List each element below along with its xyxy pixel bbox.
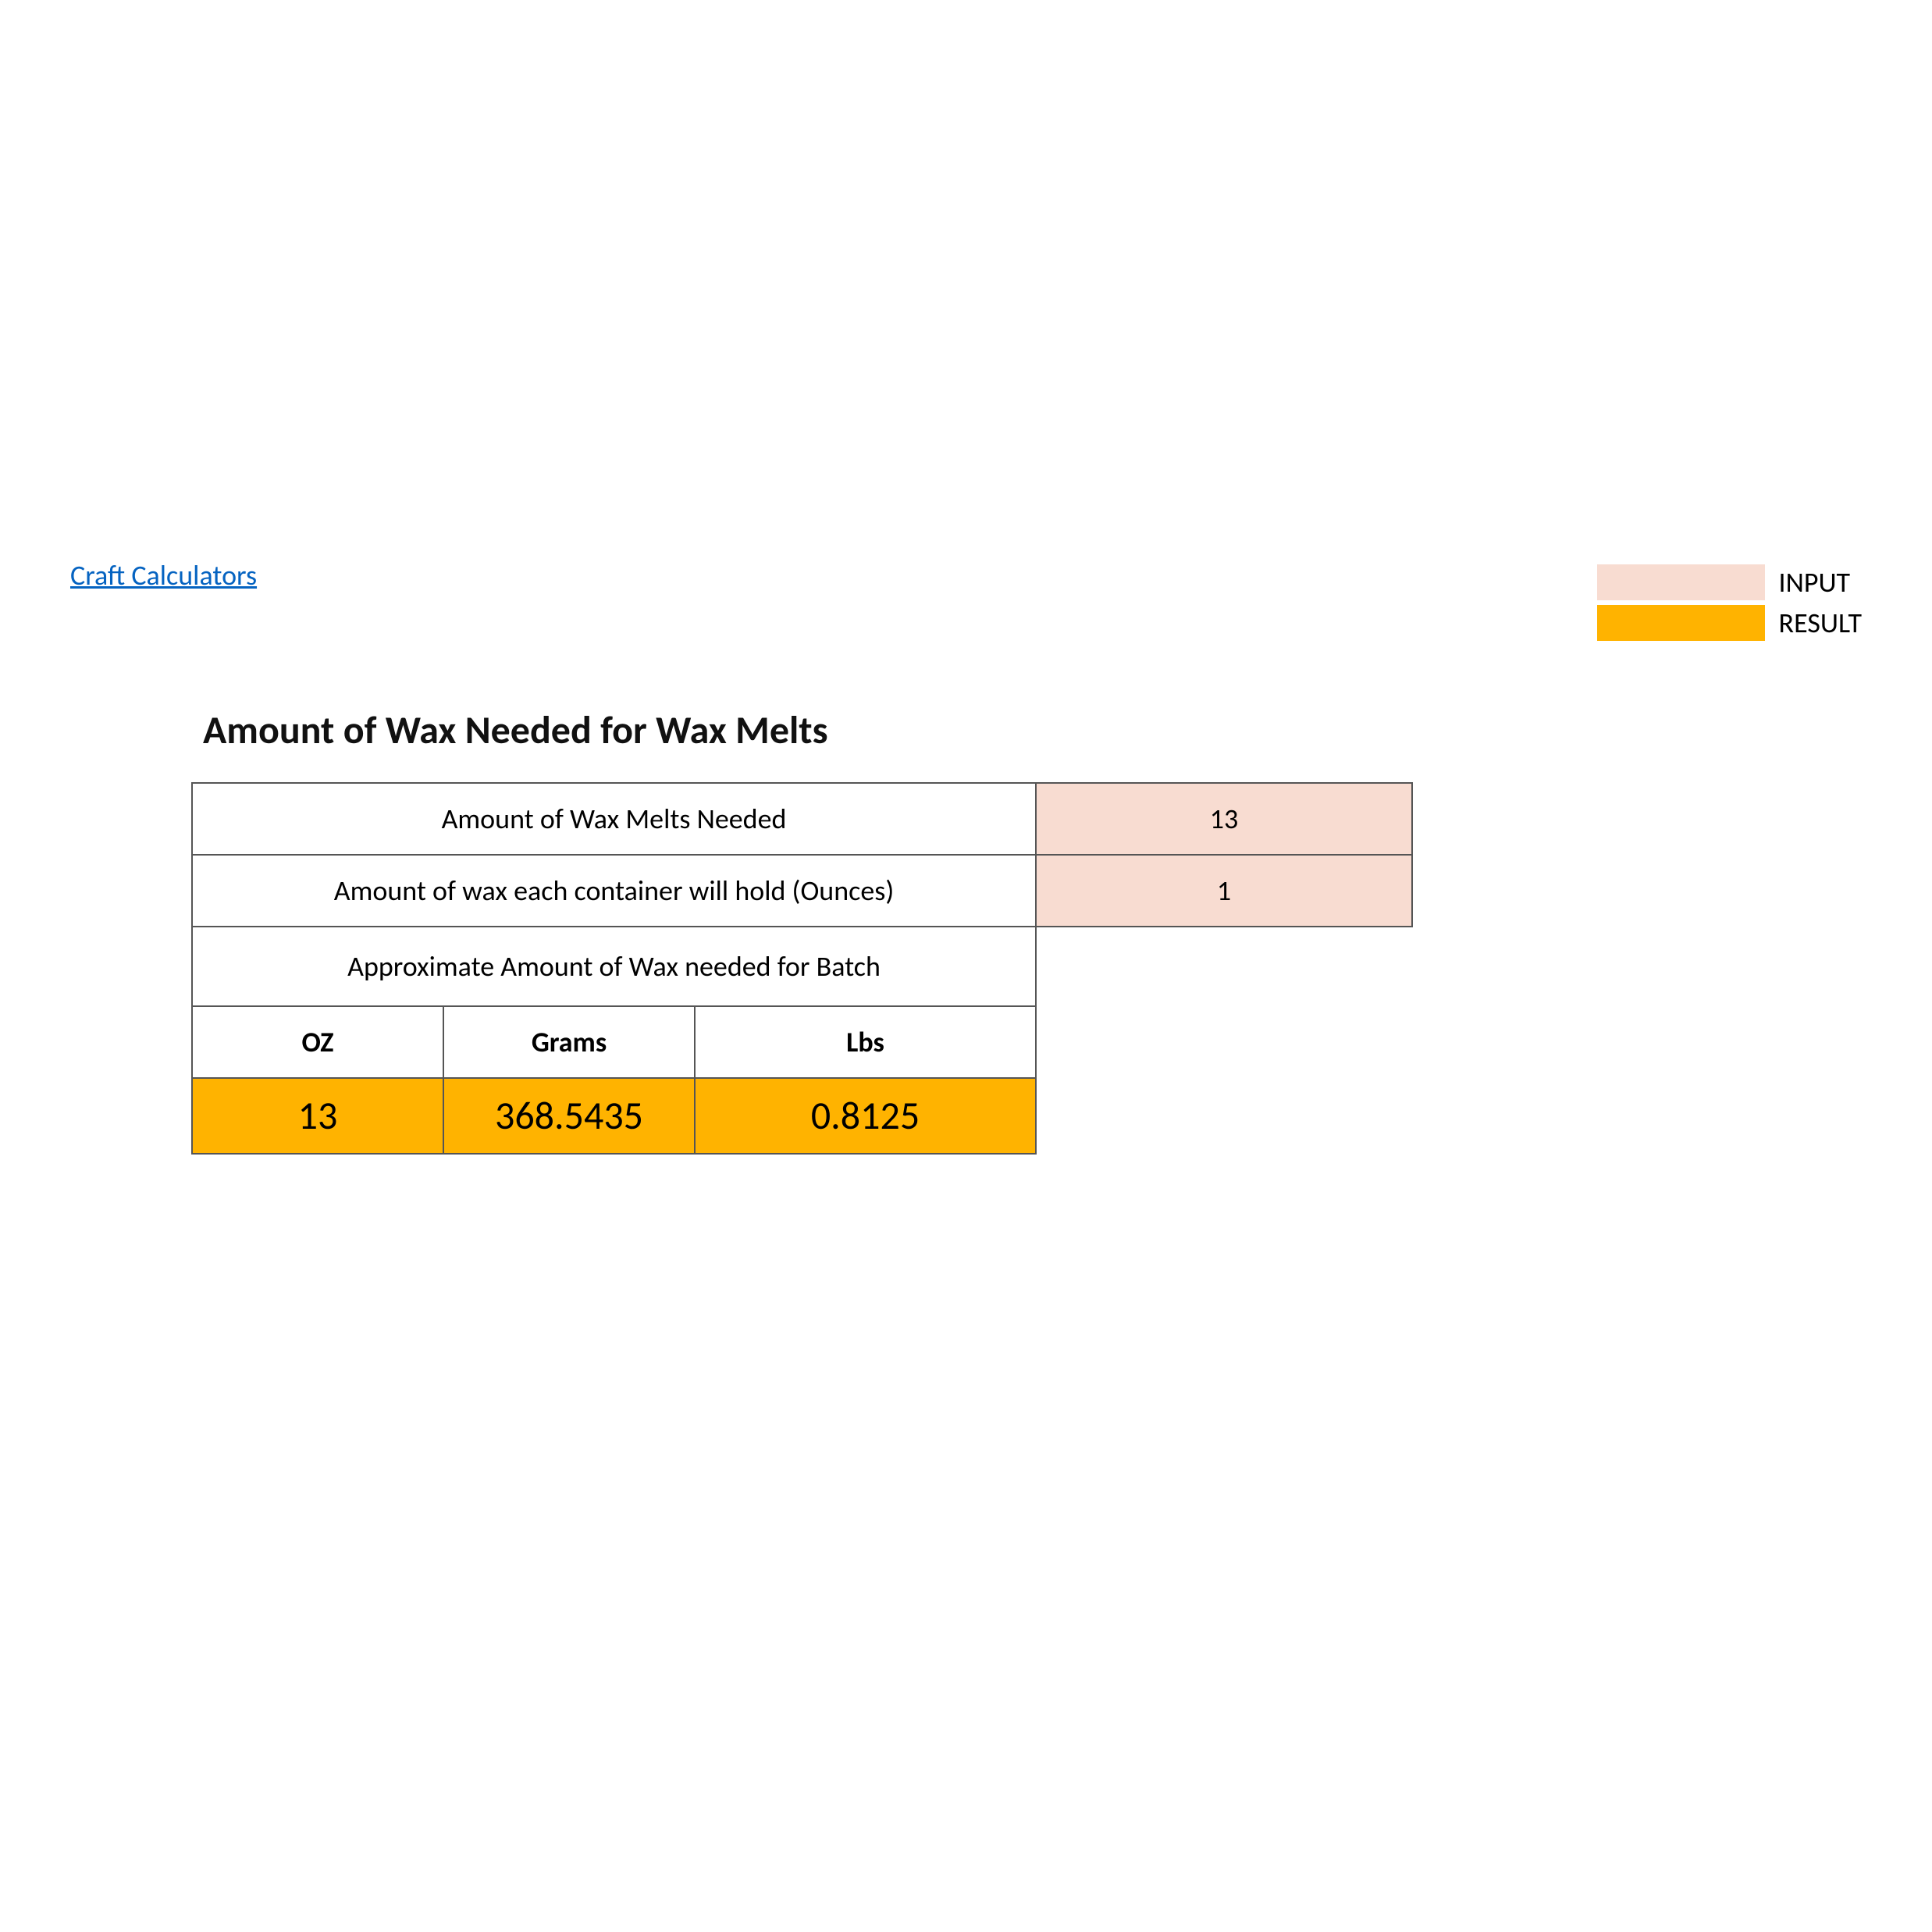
legend-label-result: RESULT	[1779, 606, 1862, 640]
label-melts-needed: Amount of Wax Melts Needed	[192, 783, 1036, 855]
label-batch: Approximate Amount of Wax needed for Bat…	[192, 927, 1036, 1006]
legend-swatch-result	[1597, 605, 1765, 641]
page-root: Craft Calculators INPUT RESULT Amount of…	[0, 0, 1932, 1932]
row-melts-needed: Amount of Wax Melts Needed 13	[192, 783, 1412, 855]
header-oz: OZ	[192, 1006, 443, 1078]
legend-row-result: RESULT	[1597, 605, 1862, 641]
legend-row-input: INPUT	[1597, 564, 1862, 600]
spacer-cell	[1036, 927, 1412, 1006]
result-oz: 13	[192, 1078, 443, 1154]
craft-calculators-link[interactable]: Craft Calculators	[70, 558, 257, 592]
spacer-cell	[1036, 1006, 1412, 1078]
result-lbs: 0.8125	[695, 1078, 1036, 1154]
wax-calc-table: Amount of Wax Melts Needed 13 Amount of …	[191, 782, 1413, 1155]
row-container-hold: Amount of wax each container will hold (…	[192, 855, 1412, 927]
row-batch-label: Approximate Amount of Wax needed for Bat…	[192, 927, 1412, 1006]
legend: INPUT RESULT	[1597, 564, 1862, 641]
input-melts-needed[interactable]: 13	[1036, 783, 1412, 855]
result-grams: 368.5435	[443, 1078, 695, 1154]
label-container-hold: Amount of wax each container will hold (…	[192, 855, 1036, 927]
legend-swatch-input	[1597, 564, 1765, 600]
spacer-cell	[1036, 1078, 1412, 1154]
row-unit-headers: OZ Grams Lbs	[192, 1006, 1412, 1078]
page-title: Amount of Wax Needed for Wax Melts	[203, 706, 828, 754]
header-lbs: Lbs	[695, 1006, 1036, 1078]
header-grams: Grams	[443, 1006, 695, 1078]
input-container-hold[interactable]: 1	[1036, 855, 1412, 927]
legend-label-input: INPUT	[1779, 565, 1851, 600]
row-results: 13 368.5435 0.8125	[192, 1078, 1412, 1154]
